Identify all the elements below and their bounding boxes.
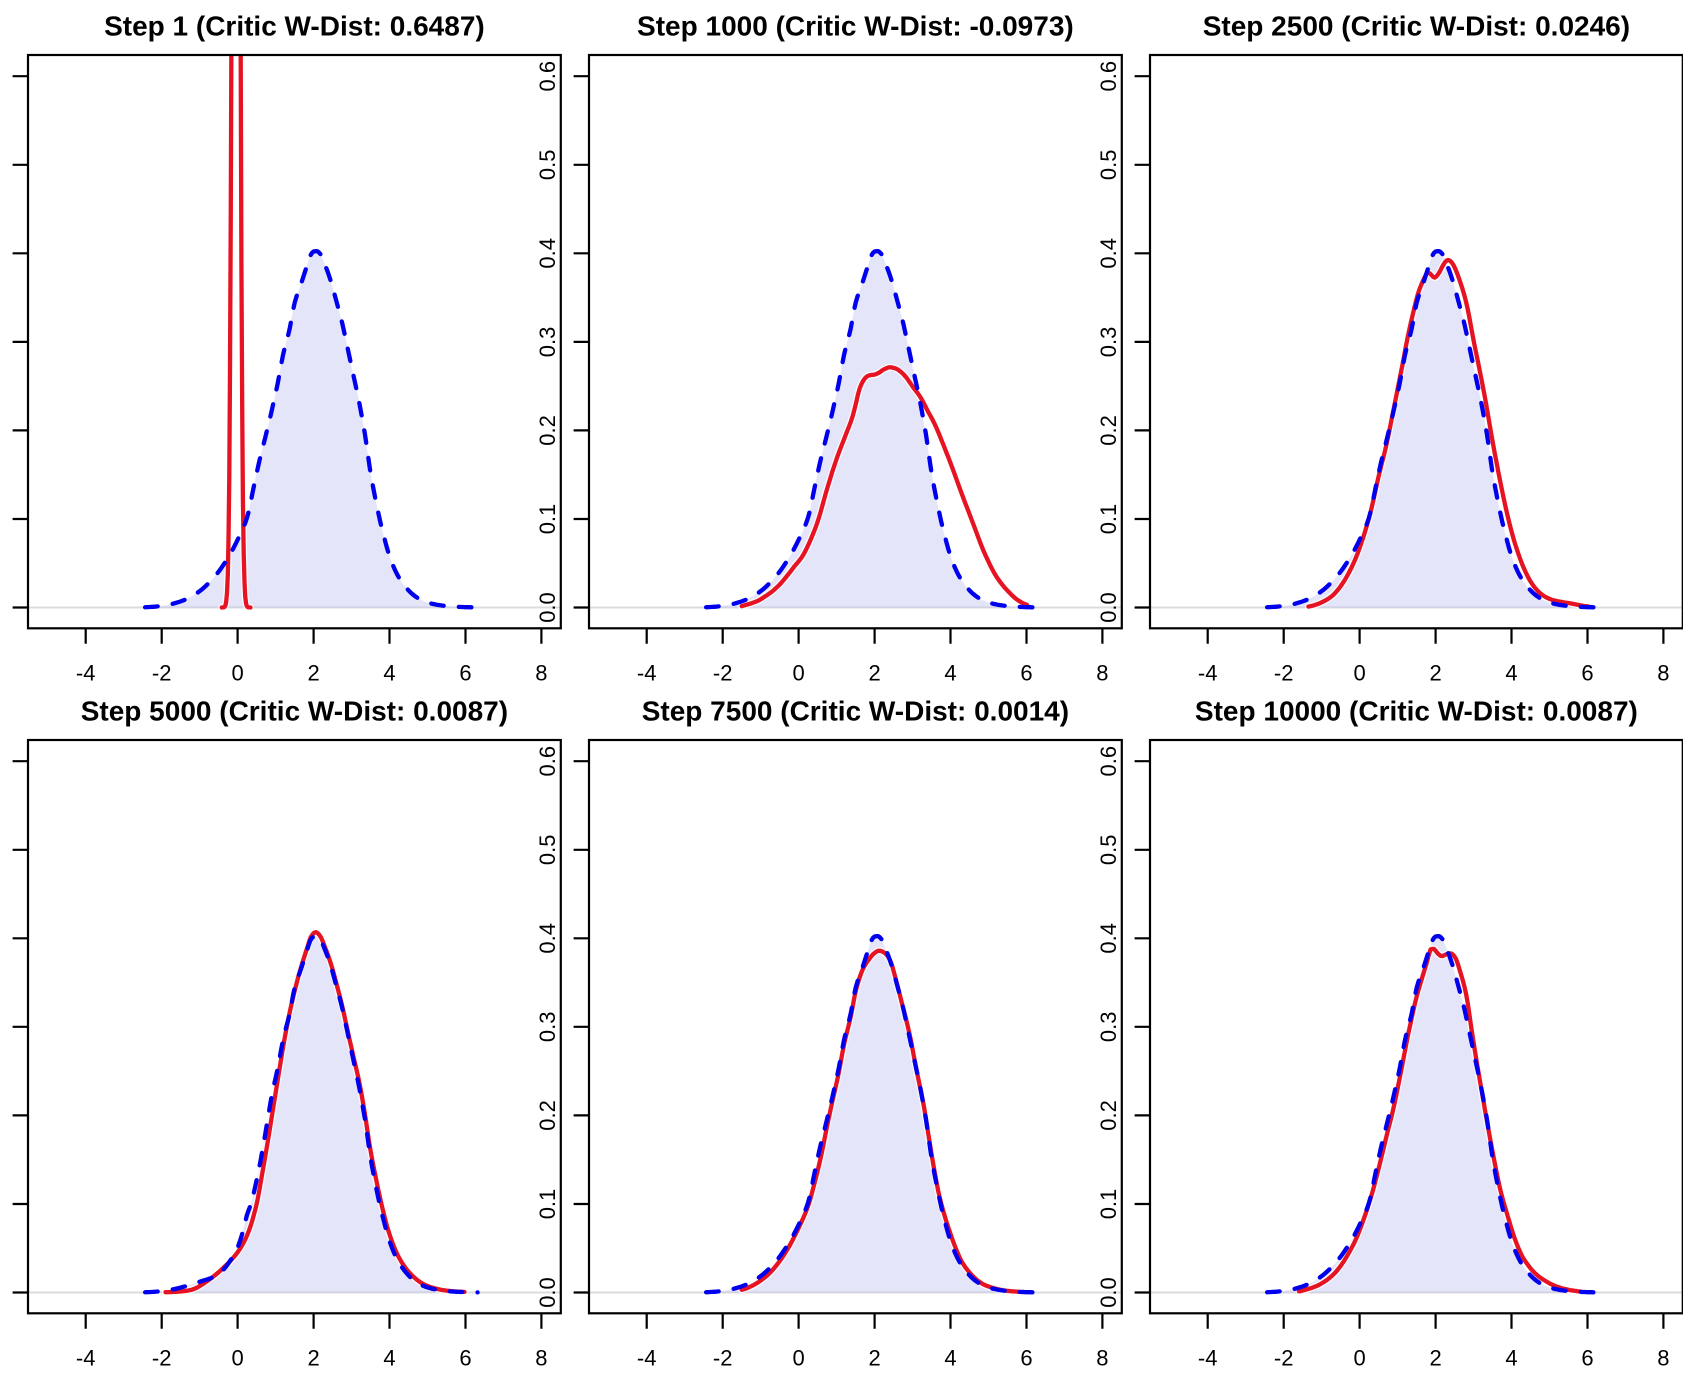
svg-text:2: 2 bbox=[868, 660, 880, 685]
svg-text:0.4: 0.4 bbox=[1096, 923, 1121, 954]
svg-text:Step 1000 (Critic W-Dist: -0.0: Step 1000 (Critic W-Dist: -0.0973) bbox=[637, 11, 1074, 42]
svg-text:0.6: 0.6 bbox=[1096, 61, 1121, 92]
svg-text:6: 6 bbox=[1581, 660, 1593, 685]
svg-text:0: 0 bbox=[231, 660, 243, 685]
svg-text:0.3: 0.3 bbox=[535, 327, 560, 358]
svg-text:0.5: 0.5 bbox=[535, 150, 560, 181]
svg-text:2: 2 bbox=[1429, 1345, 1441, 1370]
svg-text:0.2: 0.2 bbox=[1096, 1100, 1121, 1131]
svg-text:0.0: 0.0 bbox=[535, 592, 560, 623]
svg-text:-2: -2 bbox=[152, 660, 172, 685]
svg-text:4: 4 bbox=[383, 1345, 395, 1370]
svg-text:0.1: 0.1 bbox=[1096, 1189, 1121, 1220]
svg-text:8: 8 bbox=[535, 660, 547, 685]
svg-text:0.2: 0.2 bbox=[535, 415, 560, 446]
svg-text:2: 2 bbox=[307, 660, 319, 685]
svg-text:0.4: 0.4 bbox=[535, 238, 560, 269]
svg-text:0.6: 0.6 bbox=[535, 61, 560, 92]
svg-text:0: 0 bbox=[792, 660, 804, 685]
svg-text:-4: -4 bbox=[76, 660, 96, 685]
svg-text:-2: -2 bbox=[1274, 660, 1294, 685]
svg-text:6: 6 bbox=[459, 660, 471, 685]
svg-text:0.6: 0.6 bbox=[535, 746, 560, 777]
svg-text:-2: -2 bbox=[713, 1345, 733, 1370]
svg-text:0.4: 0.4 bbox=[1096, 238, 1121, 269]
svg-text:4: 4 bbox=[944, 660, 956, 685]
svg-text:0.1: 0.1 bbox=[1096, 504, 1121, 535]
svg-text:Step 5000 (Critic W-Dist: 0.00: Step 5000 (Critic W-Dist: 0.0087) bbox=[81, 696, 508, 727]
svg-text:-2: -2 bbox=[713, 660, 733, 685]
svg-text:6: 6 bbox=[1020, 660, 1032, 685]
svg-text:4: 4 bbox=[1505, 1345, 1517, 1370]
svg-text:Step 2500 (Critic W-Dist: 0.02: Step 2500 (Critic W-Dist: 0.0246) bbox=[1203, 11, 1630, 42]
svg-text:6: 6 bbox=[1581, 1345, 1593, 1370]
svg-text:-4: -4 bbox=[1198, 1345, 1218, 1370]
svg-text:0.2: 0.2 bbox=[1096, 415, 1121, 446]
svg-text:0.3: 0.3 bbox=[1096, 327, 1121, 358]
svg-text:0.3: 0.3 bbox=[535, 1012, 560, 1043]
svg-text:8: 8 bbox=[1096, 1345, 1108, 1370]
svg-text:8: 8 bbox=[1657, 1345, 1669, 1370]
svg-text:0.5: 0.5 bbox=[1096, 150, 1121, 181]
svg-text:Step 10000 (Critic W-Dist: 0.0: Step 10000 (Critic W-Dist: 0.0087) bbox=[1195, 696, 1638, 727]
svg-text:-4: -4 bbox=[1198, 660, 1218, 685]
svg-text:0.5: 0.5 bbox=[1096, 835, 1121, 866]
svg-text:-4: -4 bbox=[637, 1345, 657, 1370]
svg-text:0.6: 0.6 bbox=[1096, 746, 1121, 777]
svg-text:0.4: 0.4 bbox=[535, 923, 560, 954]
svg-text:0: 0 bbox=[1353, 1345, 1365, 1370]
svg-text:0.2: 0.2 bbox=[535, 1100, 560, 1131]
svg-text:-4: -4 bbox=[637, 660, 657, 685]
svg-text:4: 4 bbox=[383, 660, 395, 685]
svg-text:4: 4 bbox=[944, 1345, 956, 1370]
svg-text:2: 2 bbox=[868, 1345, 880, 1370]
svg-text:0: 0 bbox=[1353, 660, 1365, 685]
svg-text:6: 6 bbox=[459, 1345, 471, 1370]
svg-text:6: 6 bbox=[1020, 1345, 1032, 1370]
svg-text:8: 8 bbox=[1657, 660, 1669, 685]
svg-text:0.0: 0.0 bbox=[1096, 592, 1121, 623]
svg-text:0: 0 bbox=[792, 1345, 804, 1370]
svg-text:0.0: 0.0 bbox=[1096, 1277, 1121, 1308]
svg-text:Step 7500 (Critic W-Dist: 0.00: Step 7500 (Critic W-Dist: 0.0014) bbox=[642, 696, 1069, 727]
svg-text:-2: -2 bbox=[1274, 1345, 1294, 1370]
svg-text:0.0: 0.0 bbox=[535, 1277, 560, 1308]
svg-text:8: 8 bbox=[1096, 660, 1108, 685]
svg-text:8: 8 bbox=[535, 1345, 547, 1370]
svg-text:0: 0 bbox=[231, 1345, 243, 1370]
svg-text:2: 2 bbox=[1429, 660, 1441, 685]
svg-text:0.1: 0.1 bbox=[535, 1189, 560, 1220]
svg-text:2: 2 bbox=[307, 1345, 319, 1370]
svg-text:4: 4 bbox=[1505, 660, 1517, 685]
svg-text:-4: -4 bbox=[76, 1345, 96, 1370]
svg-text:0.1: 0.1 bbox=[535, 504, 560, 535]
svg-text:0.5: 0.5 bbox=[535, 835, 560, 866]
svg-text:Step 1 (Critic W-Dist: 0.6487): Step 1 (Critic W-Dist: 0.6487) bbox=[104, 11, 485, 42]
svg-text:0.3: 0.3 bbox=[1096, 1012, 1121, 1043]
svg-text:-2: -2 bbox=[152, 1345, 172, 1370]
